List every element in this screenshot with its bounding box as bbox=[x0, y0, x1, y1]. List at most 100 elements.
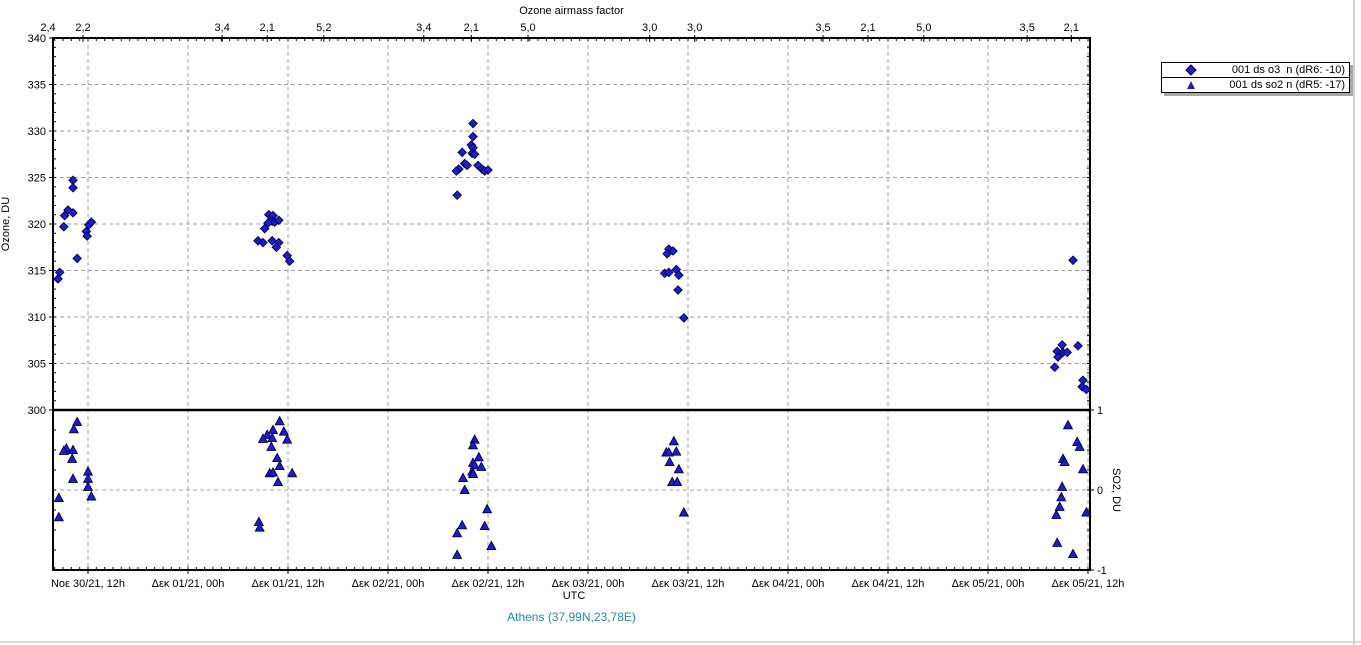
o3-point bbox=[284, 256, 295, 267]
airmass-label: 2,2 bbox=[75, 22, 90, 34]
bottom-axis-label: UTC bbox=[562, 590, 586, 602]
so2-series-marker-icon bbox=[1162, 81, 1220, 89]
ozone-tick-label: 315 bbox=[28, 266, 46, 278]
so2-point bbox=[1081, 506, 1092, 517]
x-tick-label: Δεκ 02/21, 12h bbox=[452, 578, 525, 590]
o3-point bbox=[1081, 384, 1092, 395]
airmass-label: 3,5 bbox=[815, 22, 830, 34]
o3-series-marker-icon bbox=[1162, 64, 1220, 76]
so2-tick-label: 0 bbox=[1097, 485, 1103, 497]
so2-point bbox=[476, 461, 487, 471]
left-axis-label: Ozone, DU bbox=[0, 196, 12, 252]
ozone-tick-label: 320 bbox=[28, 219, 46, 231]
so2-point bbox=[459, 484, 470, 495]
so2-point bbox=[1054, 501, 1065, 511]
so2-point bbox=[467, 468, 479, 479]
so2-point bbox=[469, 434, 480, 444]
so2-tick-label: -1 bbox=[1097, 565, 1107, 577]
ozone-tick-label: 300 bbox=[28, 405, 46, 417]
o3-point bbox=[72, 253, 83, 264]
airmass-label: 2,1 bbox=[260, 22, 275, 34]
so2-point bbox=[452, 549, 463, 559]
so2-point bbox=[67, 453, 78, 463]
window-right-edge bbox=[1353, 0, 1355, 645]
o3-point bbox=[273, 215, 284, 226]
so2-point bbox=[486, 540, 497, 551]
o3-point bbox=[68, 208, 78, 218]
legend-entry-so2: 001 ds so2 n (dR5: -17) bbox=[1162, 77, 1349, 92]
so2-point bbox=[1059, 456, 1070, 467]
so2-point bbox=[67, 473, 79, 483]
airmass-label: 5,0 bbox=[916, 22, 931, 34]
o3-point bbox=[673, 270, 684, 280]
so2-point bbox=[282, 434, 293, 444]
airmass-label: 2,1 bbox=[860, 22, 875, 34]
airmass-label: 5,2 bbox=[316, 22, 331, 34]
so2-point bbox=[1062, 419, 1074, 430]
o3-point bbox=[673, 285, 683, 295]
station-label: Athens (37,99N,23,78E) bbox=[507, 610, 636, 624]
so2-point bbox=[668, 435, 679, 446]
so2-point bbox=[678, 506, 689, 517]
so2-point bbox=[53, 511, 64, 522]
x-tick-label: Δεκ 02/21, 00h bbox=[352, 578, 425, 590]
so2-point bbox=[272, 452, 283, 463]
x-tick-label: Νοε 30/21, 12h bbox=[51, 578, 125, 590]
so2-point bbox=[673, 463, 684, 474]
right-axis-label: SO2, DU bbox=[1110, 467, 1122, 513]
legend-entry-o3: 001 ds o3 n (dR6: -10) bbox=[1162, 63, 1349, 77]
o3-point bbox=[86, 217, 97, 227]
o3-point bbox=[1062, 347, 1073, 358]
o3-point bbox=[1073, 340, 1083, 351]
so2-point bbox=[67, 444, 79, 455]
o3-point bbox=[54, 267, 65, 278]
ozone-tick-label: 325 bbox=[28, 173, 46, 185]
o3-point bbox=[468, 131, 478, 142]
o3-point bbox=[82, 231, 93, 241]
ozone-tick-label: 310 bbox=[28, 312, 46, 324]
so2-point bbox=[671, 446, 682, 456]
so2-point bbox=[664, 456, 675, 467]
x-tick-label: Δεκ 03/21, 12h bbox=[652, 578, 725, 590]
x-tick-label: Δεκ 05/21, 00h bbox=[952, 578, 1025, 590]
o3-point bbox=[451, 166, 462, 176]
airmass-label: 3,0 bbox=[642, 22, 657, 34]
airmass-label: 2,1 bbox=[464, 22, 479, 34]
so2-point bbox=[274, 460, 285, 471]
legend-label-so2: 001 ds so2 n (dR5: -17) bbox=[1229, 79, 1345, 91]
x-tick-label: Δεκ 01/21, 00h bbox=[152, 578, 225, 590]
airmass-label: 3,0 bbox=[687, 22, 702, 34]
o3-point bbox=[678, 313, 689, 323]
ozone-tick-label: 335 bbox=[28, 80, 46, 92]
so2-point bbox=[254, 522, 265, 532]
o3-point bbox=[259, 223, 270, 234]
so2-point bbox=[267, 424, 279, 435]
airmass-label: 5,0 bbox=[520, 22, 535, 34]
o3-point bbox=[452, 190, 463, 201]
o3-point bbox=[271, 242, 282, 253]
so2-point bbox=[1056, 491, 1067, 502]
ozone-tick-label: 305 bbox=[28, 359, 46, 371]
so2-point bbox=[278, 426, 289, 436]
o3-point bbox=[53, 274, 63, 284]
o3-point bbox=[267, 235, 278, 246]
o3-point bbox=[1077, 381, 1088, 392]
o3-point bbox=[469, 149, 480, 160]
plot-frame bbox=[52, 37, 1091, 571]
so2-point bbox=[1051, 509, 1062, 519]
chart-canvas: Νοε 30/21, 12h Δεκ 01/21, 00h Δεκ 01/21, 1… bbox=[28, 22, 1125, 590]
so2-point bbox=[1074, 441, 1085, 451]
x-tick-label: Δεκ 01/21, 12h bbox=[252, 578, 325, 590]
o3-point bbox=[457, 147, 468, 158]
so2-point bbox=[82, 481, 94, 491]
so2-point bbox=[1057, 481, 1068, 491]
o3-point bbox=[462, 160, 473, 171]
airmass-label: 3,5 bbox=[1020, 22, 1035, 34]
so2-point bbox=[452, 527, 463, 538]
so2-point bbox=[479, 520, 490, 531]
o3-point bbox=[483, 165, 493, 175]
so2-point bbox=[1052, 537, 1063, 547]
so2-point bbox=[262, 429, 273, 439]
so2-point bbox=[457, 519, 468, 530]
so2-point bbox=[267, 432, 278, 443]
